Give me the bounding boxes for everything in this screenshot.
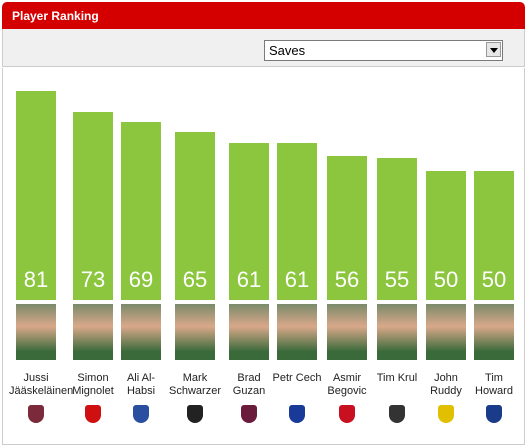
bar bbox=[121, 121, 161, 300]
bar bbox=[175, 132, 215, 300]
dropdown-arrow[interactable] bbox=[486, 42, 501, 57]
player-photo bbox=[327, 304, 367, 360]
value-label: 50 bbox=[481, 267, 507, 292]
value-label: 65 bbox=[182, 267, 208, 292]
player-photo bbox=[426, 304, 466, 360]
value-label: 69 bbox=[128, 267, 154, 292]
player-photo bbox=[73, 304, 113, 360]
club-badge bbox=[389, 405, 405, 423]
club-badge bbox=[241, 405, 257, 423]
player-name: John Ruddy bbox=[430, 372, 462, 397]
value-label: 61 bbox=[236, 267, 262, 292]
player-photo bbox=[277, 304, 317, 360]
club-badge bbox=[438, 405, 454, 423]
player-photo bbox=[121, 304, 161, 360]
player-name: Simon Mignolet bbox=[72, 372, 114, 397]
header-title: Player Ranking bbox=[12, 9, 99, 23]
value-label: 56 bbox=[334, 267, 360, 292]
player-name: Jussi Jääskeläinen bbox=[9, 372, 74, 397]
header: Player Ranking bbox=[2, 2, 525, 29]
value-label: 61 bbox=[284, 267, 310, 292]
bar bbox=[277, 142, 317, 300]
player-name: Tim Krul bbox=[376, 372, 418, 384]
bar bbox=[426, 171, 466, 300]
player-photo bbox=[229, 304, 269, 360]
value-label: 50 bbox=[433, 267, 459, 292]
club-badge bbox=[133, 405, 149, 423]
bar bbox=[229, 142, 269, 300]
club-badge bbox=[28, 405, 44, 423]
player-name: Tim Howard bbox=[475, 372, 513, 397]
bar bbox=[73, 111, 113, 300]
club-badge bbox=[339, 405, 355, 423]
bar bbox=[474, 171, 514, 300]
player-photo bbox=[377, 304, 417, 360]
club-badge bbox=[187, 405, 203, 423]
bar bbox=[327, 155, 367, 300]
player-name: Ali Al-Habsi bbox=[126, 372, 156, 397]
dropdown[interactable]: Saves bbox=[264, 40, 503, 61]
player-name: Petr Cech bbox=[272, 372, 322, 384]
player-photo bbox=[474, 304, 514, 360]
club-badge bbox=[486, 405, 502, 423]
player-photo bbox=[175, 304, 215, 360]
player-name: Asmir Begovic bbox=[327, 372, 367, 397]
dropdown-value: Saves bbox=[269, 43, 306, 58]
bar bbox=[16, 91, 56, 300]
value-label: 55 bbox=[384, 267, 410, 292]
player-photo bbox=[16, 304, 56, 360]
player-name: Brad Guzan bbox=[232, 372, 266, 397]
value-label: 73 bbox=[80, 267, 106, 292]
player-name: Mark Schwarzer bbox=[169, 372, 221, 397]
value-label: 81 bbox=[23, 267, 49, 292]
club-badge bbox=[289, 405, 305, 423]
bar bbox=[377, 158, 417, 300]
club-badge bbox=[85, 405, 101, 423]
